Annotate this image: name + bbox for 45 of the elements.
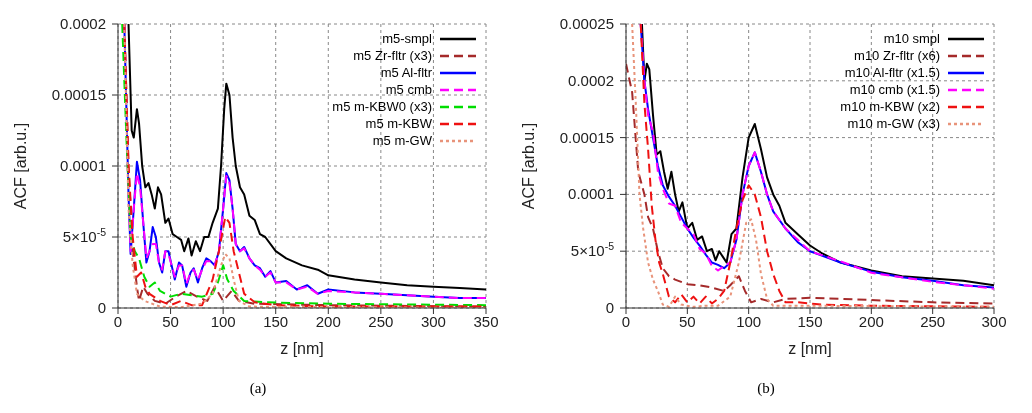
- y-tick-label: 0: [97, 299, 106, 316]
- x-tick-label: 200: [315, 312, 341, 330]
- legend-label: m5 Zr-fltr (x3): [353, 47, 432, 64]
- legend-label: m5 Al-fltr: [380, 64, 432, 81]
- x-tick-label: 200: [858, 312, 884, 330]
- y-tick-label: 0.00025: [559, 15, 614, 32]
- y-axis-title: ACF [arb.u.]: [11, 122, 29, 210]
- x-tick-label: 50: [162, 312, 179, 330]
- x-axis-title: z [nm]: [788, 340, 832, 357]
- legend-label: m10 Zr-fltr (x6): [854, 47, 940, 64]
- legend-label: m5 cmb: [385, 81, 432, 98]
- x-tick-label: 150: [797, 312, 823, 330]
- y-tick-label: 5×10$^{-5}$: [570, 240, 615, 260]
- y-tick-label: 0.0001: [568, 185, 614, 203]
- y-tick-label: 0.00015: [51, 86, 106, 103]
- legend-label: m5-smpl: [382, 30, 432, 47]
- x-tick-label: 350: [473, 312, 499, 330]
- legend-label: m10 Al-fltr (x1.5): [844, 64, 940, 81]
- legend-label: m10 m-KBW (x2): [840, 98, 940, 115]
- legend-label: m5 m-KBW0 (x3): [332, 98, 432, 115]
- x-tick-label: 300: [981, 312, 1007, 330]
- x-tick-label: 100: [736, 312, 762, 330]
- legend-label: m5 m-KBW: [365, 115, 432, 132]
- legend-label: m10 cmb (x1.5): [849, 81, 940, 98]
- x-tick-label: 250: [920, 312, 946, 330]
- x-axis-title: z [nm]: [280, 340, 324, 357]
- x-tick-label: 300: [420, 312, 446, 330]
- text: (a): [248, 380, 268, 397]
- legend-label: m10 m-GW (x3): [847, 115, 940, 132]
- x-tick-label: 250: [368, 312, 394, 330]
- x-tick-label: 50: [678, 312, 696, 330]
- x-tick-label: 150: [263, 312, 289, 330]
- x-tick-label: 0: [113, 312, 123, 330]
- y-tick-label: 0: [605, 299, 614, 316]
- legend-label: m5 m-GW: [372, 132, 432, 149]
- y-axis-title: ACF [arb.u.]: [519, 122, 537, 210]
- x-tick-label: 100: [210, 312, 236, 330]
- y-tick-label: 5×10$^{-5}$: [62, 226, 107, 245]
- y-tick-label: 0.00015: [559, 128, 614, 146]
- x-tick-label: 0: [621, 312, 631, 330]
- y-tick-label: 0.0002: [568, 71, 614, 89]
- y-tick-label: 0.0002: [60, 15, 106, 32]
- text: (b): [756, 380, 776, 397]
- y-tick-label: 0.0001: [60, 157, 106, 174]
- legend-label: m10 smpl: [883, 30, 940, 47]
